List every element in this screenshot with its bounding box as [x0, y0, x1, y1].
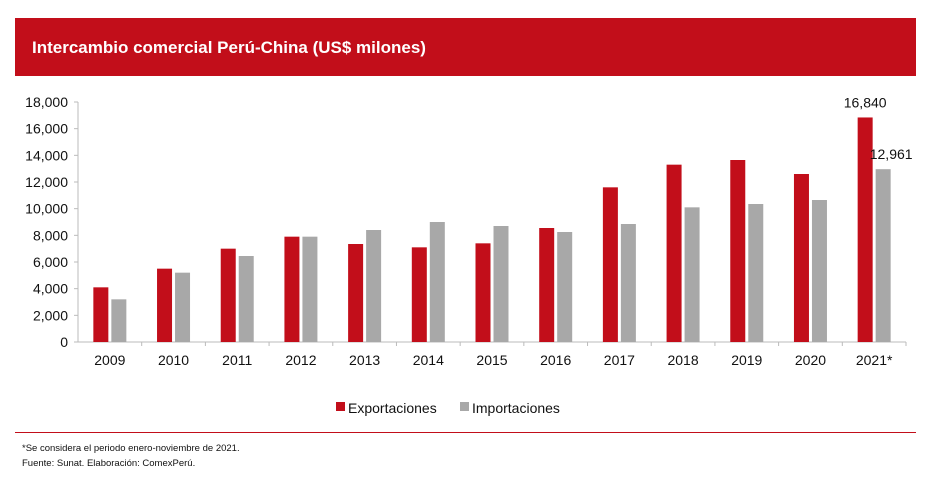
x-tick-label: 2020	[795, 352, 826, 368]
chart-title: Intercambio comercial Perú-China (US$ mi…	[32, 38, 426, 57]
bar-exportaciones-2018	[666, 164, 682, 342]
bar-exportaciones-2010	[157, 268, 173, 342]
bar-exportaciones-2013	[348, 244, 364, 342]
x-tick-label: 2010	[158, 352, 189, 368]
bar-importaciones-2010	[175, 272, 191, 342]
bar-exportaciones-2019	[730, 160, 746, 342]
bar-importaciones-2021*	[875, 169, 891, 342]
data-label: 16,840	[844, 94, 887, 110]
bar-exportaciones-2016	[539, 228, 555, 342]
legend-swatch-importaciones	[460, 402, 469, 411]
bar-exportaciones-2014	[411, 247, 427, 342]
bar-importaciones-2015	[493, 226, 509, 342]
legend-swatch-exportaciones	[336, 402, 345, 411]
bar-exportaciones-2011	[220, 248, 236, 342]
bar-importaciones-2017	[620, 224, 636, 342]
bar-exportaciones-2017	[602, 187, 618, 342]
bar-importaciones-2014	[429, 222, 445, 342]
bar-exportaciones-2021*	[857, 117, 873, 342]
x-tick-label: 2012	[285, 352, 316, 368]
x-tick-label: 2017	[604, 352, 635, 368]
x-tick-label: 2021*	[856, 352, 893, 368]
x-tick-label: 2014	[413, 352, 444, 368]
y-tick-label: 2,000	[33, 307, 68, 323]
y-tick-label: 8,000	[33, 227, 68, 243]
x-tick-label: 2015	[476, 352, 507, 368]
bar-importaciones-2020	[811, 200, 827, 342]
y-tick-label: 16,000	[25, 121, 68, 137]
source-note: Fuente: Sunat. Elaboración: ComexPerú.	[22, 458, 196, 469]
x-tick-label: 2018	[667, 352, 698, 368]
bar-exportaciones-2009	[93, 287, 109, 342]
y-tick-label: 14,000	[25, 147, 68, 163]
title-bar: Intercambio comercial Perú-China (US$ mi…	[15, 18, 916, 76]
bar-importaciones-2019	[748, 204, 764, 342]
bar-importaciones-2009	[111, 299, 127, 342]
bar-exportaciones-2015	[475, 243, 491, 342]
y-tick-label: 12,000	[25, 174, 68, 190]
x-tick-label: 2013	[349, 352, 380, 368]
y-tick-label: 10,000	[25, 201, 68, 217]
legend-label-exportaciones: Exportaciones	[348, 400, 437, 416]
x-tick-label: 2011	[222, 352, 252, 368]
x-tick-label: 2009	[94, 352, 125, 368]
bar-importaciones-2016	[557, 232, 573, 342]
bar-importaciones-2013	[366, 230, 382, 342]
bar-exportaciones-2020	[793, 174, 809, 342]
legend-label-importaciones: Importaciones	[472, 400, 560, 416]
y-tick-label: 18,000	[25, 94, 68, 110]
y-tick-label: 0	[60, 334, 68, 350]
footer-divider	[15, 432, 916, 433]
footnote: *Se considera el periodo enero-noviembre…	[22, 443, 240, 454]
bar-importaciones-2012	[302, 236, 318, 342]
bar-exportaciones-2012	[284, 236, 300, 342]
y-tick-label: 4,000	[33, 281, 68, 297]
data-label: 12,961	[870, 146, 913, 162]
bar-importaciones-2018	[684, 207, 700, 342]
bar-importaciones-2011	[238, 256, 254, 342]
x-tick-label: 2016	[540, 352, 571, 368]
y-tick-label: 6,000	[33, 254, 68, 270]
x-tick-label: 2019	[731, 352, 762, 368]
